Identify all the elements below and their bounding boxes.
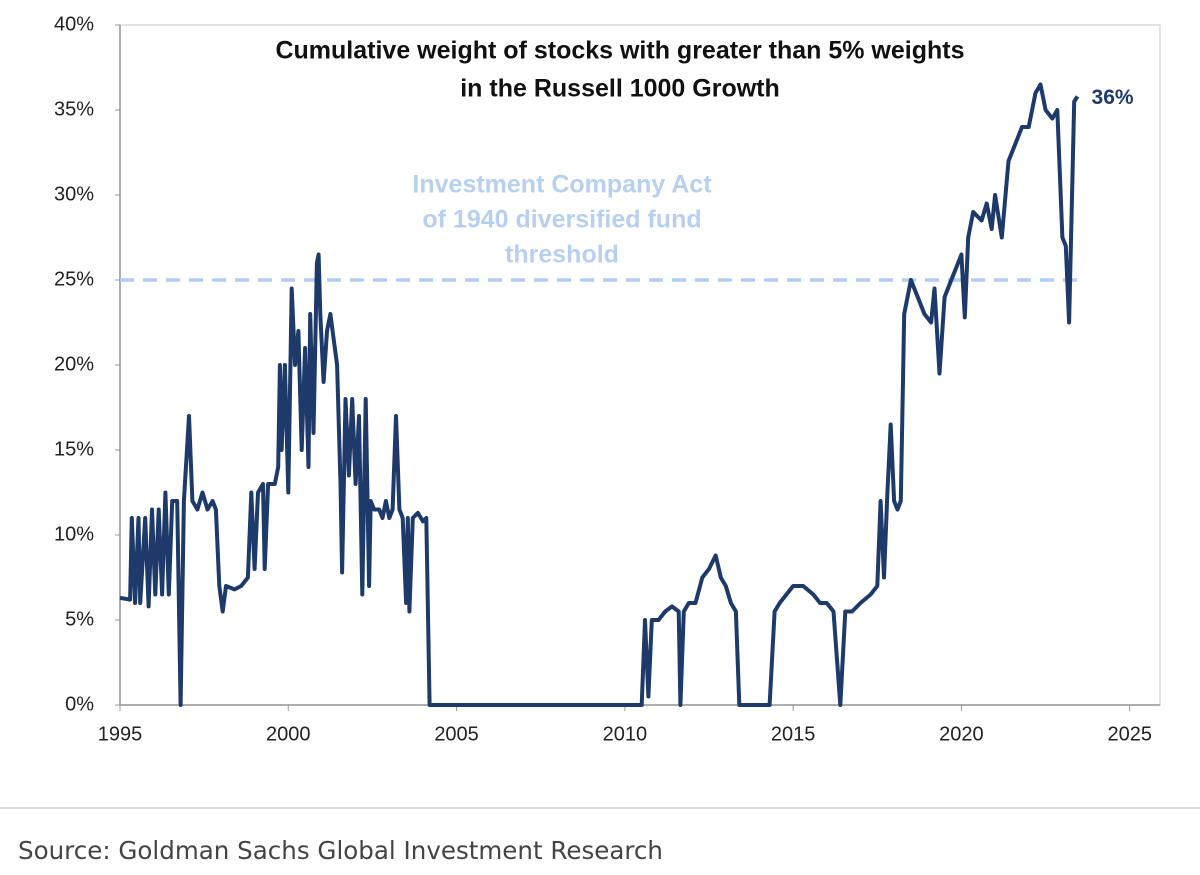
y-tick-label: 5% bbox=[65, 608, 94, 630]
threshold-label: Investment Company Act bbox=[412, 171, 712, 199]
y-tick-label: 25% bbox=[54, 268, 94, 290]
y-tick-label: 30% bbox=[54, 183, 94, 205]
x-tick-label: 2015 bbox=[771, 723, 816, 745]
y-tick-label: 15% bbox=[54, 438, 94, 460]
source-note: Source: Goldman Sachs Global Investment … bbox=[18, 836, 663, 865]
y-tick-label: 0% bbox=[65, 693, 94, 715]
x-tick-label: 2010 bbox=[603, 723, 648, 745]
chart-title: Cumulative weight of stocks with greater… bbox=[275, 37, 964, 65]
x-tick-label: 2020 bbox=[939, 723, 984, 745]
y-tick-label: 10% bbox=[54, 523, 94, 545]
y-tick-label: 35% bbox=[54, 98, 94, 120]
x-tick-label: 2005 bbox=[434, 723, 479, 745]
y-tick-label: 40% bbox=[54, 13, 94, 35]
threshold-label: of 1940 diversified fund bbox=[422, 206, 701, 234]
series-line bbox=[119, 82, 1080, 707]
chart-title: in the Russell 1000 Growth bbox=[460, 75, 780, 103]
end-label: 36% bbox=[1092, 86, 1134, 109]
x-tick-label: 1995 bbox=[98, 723, 143, 745]
plot-frame bbox=[119, 24, 1161, 706]
threshold-label: threshold bbox=[505, 241, 619, 269]
y-tick-label: 20% bbox=[54, 353, 94, 375]
x-tick-label: 2000 bbox=[266, 723, 311, 745]
x-tick-label: 2025 bbox=[1107, 723, 1152, 745]
